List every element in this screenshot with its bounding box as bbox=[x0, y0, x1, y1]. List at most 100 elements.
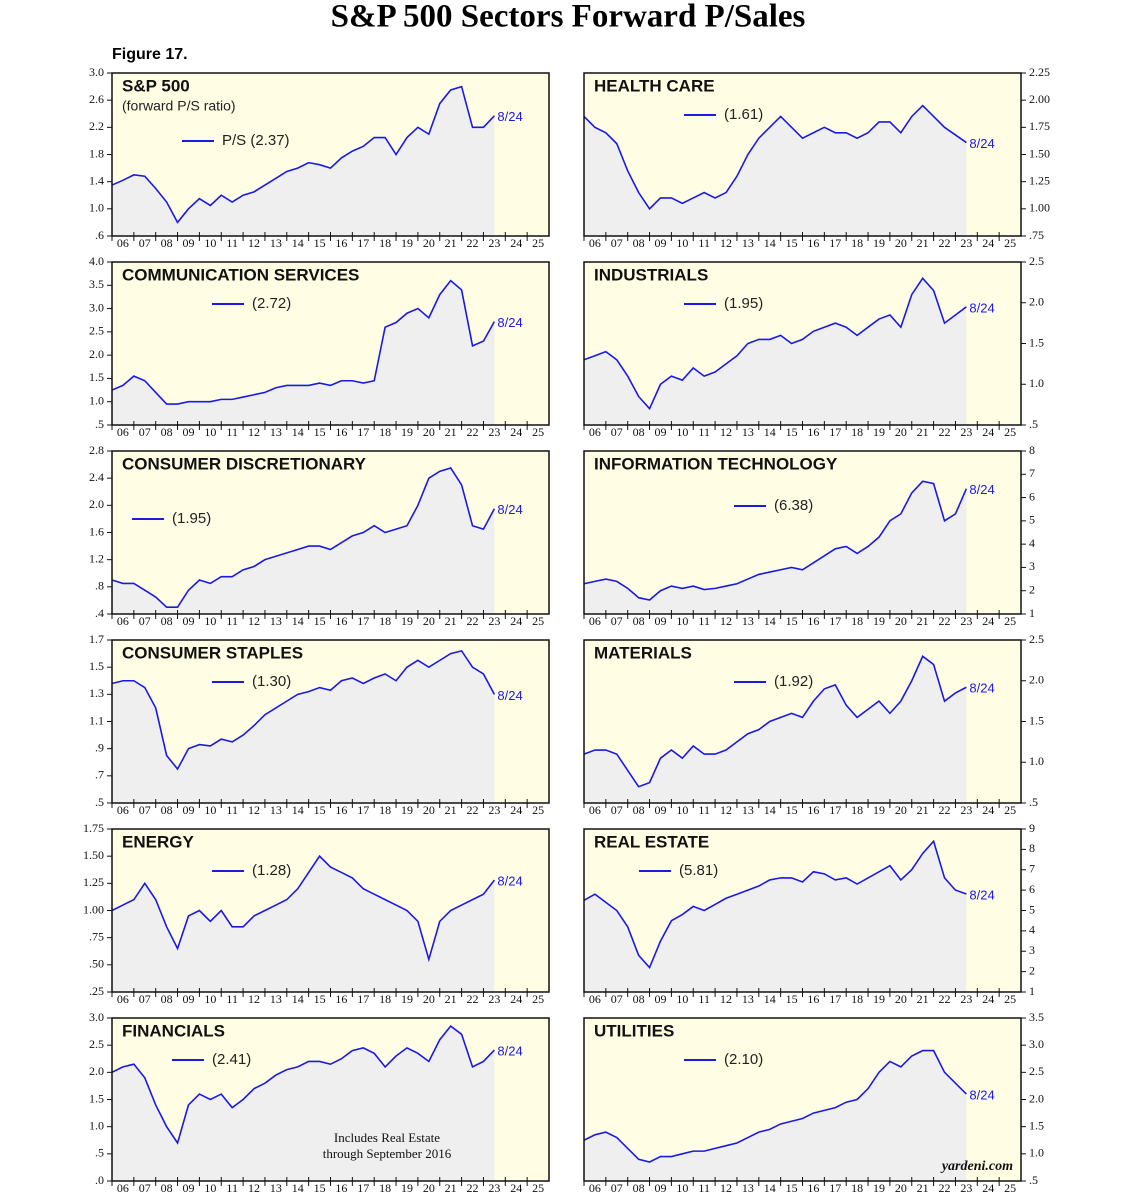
x-tick-label: 19 bbox=[873, 1181, 885, 1195]
y-tick-label: 1.5 bbox=[1029, 335, 1044, 349]
y-tick-label: 2.4 bbox=[89, 470, 104, 484]
x-tick-label: 15 bbox=[314, 803, 326, 817]
x-tick-label: 11 bbox=[226, 425, 238, 439]
x-tick-label: 12 bbox=[720, 614, 732, 628]
x-tick-label: 25 bbox=[532, 425, 544, 439]
x-tick-label: 25 bbox=[532, 1181, 544, 1195]
x-tick-label: 20 bbox=[423, 992, 435, 1006]
end-label: 8/24 bbox=[969, 681, 994, 696]
x-tick-label: 19 bbox=[873, 236, 885, 250]
panel-title: MATERIALS bbox=[594, 643, 692, 662]
x-tick-label: 13 bbox=[270, 1181, 282, 1195]
x-tick-label: 08 bbox=[161, 803, 173, 817]
x-tick-label: 07 bbox=[139, 236, 151, 250]
x-tick-label: 16 bbox=[807, 1181, 819, 1195]
y-tick-label: .5 bbox=[1029, 417, 1038, 431]
x-tick-label: 06 bbox=[589, 1181, 601, 1195]
y-tick-label: 5 bbox=[1029, 902, 1035, 916]
x-tick-label: 08 bbox=[161, 425, 173, 439]
area bbox=[112, 467, 495, 614]
x-tick-label: 24 bbox=[510, 1181, 522, 1195]
line bbox=[583, 1049, 967, 1163]
x-tick-label: 19 bbox=[401, 236, 413, 250]
y-tick-label: 4.0 bbox=[89, 254, 104, 268]
x-tick-label: 25 bbox=[532, 614, 544, 628]
x-tick-label: 16 bbox=[335, 803, 347, 817]
y-tick-label: 1.00 bbox=[1029, 201, 1050, 215]
x-tick-label: 11 bbox=[226, 1181, 238, 1195]
y-tick-label: 9 bbox=[1029, 821, 1035, 835]
x-tick-label: 15 bbox=[314, 236, 326, 250]
x-tick-label: 17 bbox=[357, 236, 369, 250]
x-tick-label: 10 bbox=[204, 236, 216, 250]
x-tick-label: 09 bbox=[182, 236, 194, 250]
panel-title: COMMUNICATION SERVICES bbox=[122, 265, 359, 284]
x-tick-label: 22 bbox=[467, 614, 479, 628]
x-tick-label: 16 bbox=[335, 1181, 347, 1195]
x-tick-label: 23 bbox=[488, 1181, 500, 1195]
x-tick-label: 15 bbox=[786, 1181, 798, 1195]
x-tick-label: 15 bbox=[314, 425, 326, 439]
x-tick-label: 24 bbox=[982, 425, 994, 439]
x-tick-label: 14 bbox=[292, 1181, 304, 1195]
x-tick-label: 20 bbox=[895, 236, 907, 250]
x-tick-label: 08 bbox=[633, 803, 645, 817]
x-tick-label: 10 bbox=[676, 1181, 688, 1195]
x-tick-label: 24 bbox=[982, 236, 994, 250]
x-tick-label: 08 bbox=[633, 992, 645, 1006]
y-tick-label: 4 bbox=[1029, 536, 1035, 550]
end-label: 8/24 bbox=[497, 688, 522, 703]
x-tick-label: 06 bbox=[589, 992, 601, 1006]
x-tick-label: 12 bbox=[720, 803, 732, 817]
area bbox=[112, 280, 495, 425]
x-tick-label: 15 bbox=[786, 236, 798, 250]
x-tick-label: 23 bbox=[488, 425, 500, 439]
y-tick-label: 3.5 bbox=[89, 277, 104, 291]
y-tick-label: 2 bbox=[1029, 963, 1035, 977]
x-tick-label: 07 bbox=[139, 1181, 151, 1195]
x-tick-label: 09 bbox=[182, 803, 194, 817]
x-tick-label: 21 bbox=[917, 803, 929, 817]
y-tick-label: 4 bbox=[1029, 923, 1035, 937]
x-tick-label: 13 bbox=[742, 803, 754, 817]
x-tick-label: 21 bbox=[445, 803, 457, 817]
x-tick-label: 25 bbox=[1004, 425, 1016, 439]
line bbox=[111, 467, 496, 609]
x-tick-label: 18 bbox=[851, 992, 863, 1006]
y-tick-label: 2.25 bbox=[1029, 65, 1050, 79]
x-tick-label: 24 bbox=[982, 1181, 994, 1195]
legend-label: (1.28) bbox=[252, 862, 291, 879]
x-tick-label: 13 bbox=[742, 236, 754, 250]
x-tick-label: 18 bbox=[851, 236, 863, 250]
panel-title: FINANCIALS bbox=[122, 1021, 225, 1040]
y-tick-label: 1.0 bbox=[1029, 1146, 1044, 1160]
x-tick-label: 15 bbox=[786, 425, 798, 439]
x-tick-label: 11 bbox=[698, 992, 710, 1006]
y-tick-label: .50 bbox=[89, 957, 104, 971]
x-tick-label: 23 bbox=[488, 803, 500, 817]
x-tick-label: 23 bbox=[960, 992, 972, 1006]
y-tick-label: 3.5 bbox=[1029, 1010, 1044, 1024]
y-tick-label: 1.50 bbox=[1029, 146, 1050, 160]
y-tick-label: .5 bbox=[1029, 795, 1038, 809]
x-tick-label: 11 bbox=[698, 614, 710, 628]
y-tick-label: 2.0 bbox=[89, 347, 104, 361]
x-tick-label: 18 bbox=[851, 1181, 863, 1195]
panel-title: UTILITIES bbox=[594, 1021, 674, 1040]
x-tick-label: 06 bbox=[589, 236, 601, 250]
x-tick-label: 09 bbox=[182, 992, 194, 1006]
y-tick-label: 1.75 bbox=[1029, 119, 1050, 133]
x-tick-label: 13 bbox=[270, 425, 282, 439]
line bbox=[583, 104, 967, 211]
x-tick-label: 18 bbox=[851, 425, 863, 439]
x-tick-label: 06 bbox=[117, 425, 129, 439]
x-tick-label: 14 bbox=[764, 425, 776, 439]
x-tick-label: 15 bbox=[314, 614, 326, 628]
x-tick-label: 12 bbox=[248, 236, 260, 250]
y-tick-label: .5 bbox=[95, 795, 104, 809]
panel-title: HEALTH CARE bbox=[594, 76, 715, 95]
x-tick-label: 25 bbox=[1004, 992, 1016, 1006]
x-tick-label: 24 bbox=[982, 803, 994, 817]
x-tick-label: 21 bbox=[917, 425, 929, 439]
